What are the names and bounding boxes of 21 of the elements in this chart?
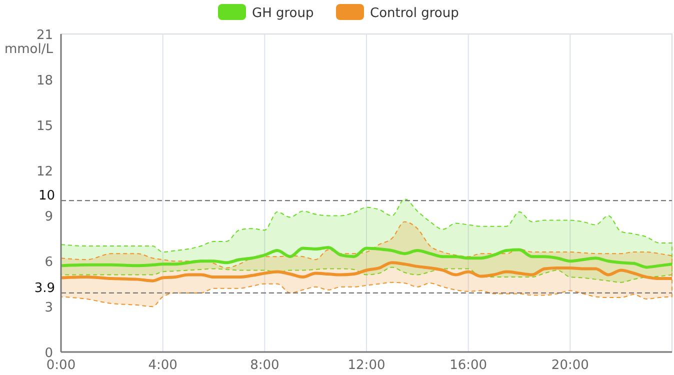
x-tick-label: 0:00 [46, 358, 76, 373]
y-tick-label: 15 [36, 118, 53, 134]
y-tick-label: 12 [36, 164, 53, 180]
y-tick-label: 3 [44, 300, 53, 316]
x-tick-label: 8:00 [250, 358, 280, 373]
ref-line-label: 3.9 [34, 280, 55, 296]
x-tick-label: 4:00 [148, 358, 178, 373]
legend-label: GH group [252, 6, 314, 21]
x-tick-label: 16:00 [450, 358, 488, 373]
ref-line-label: 10 [38, 188, 55, 204]
x-tick-label: 12:00 [348, 358, 386, 373]
y-axis-title: mmol/L [4, 42, 54, 57]
y-tick-label: 21 [36, 28, 53, 43]
y-tick-label: 18 [36, 73, 53, 88]
line-series [60, 261, 674, 282]
y-tick-label: 0 [44, 346, 53, 361]
x-tick-label: 20:00 [551, 358, 589, 373]
line-series [60, 246, 674, 269]
legend-label: Control group [370, 6, 459, 21]
y-tick-label: 6 [44, 255, 53, 270]
y-tick-label: 9 [44, 210, 53, 225]
